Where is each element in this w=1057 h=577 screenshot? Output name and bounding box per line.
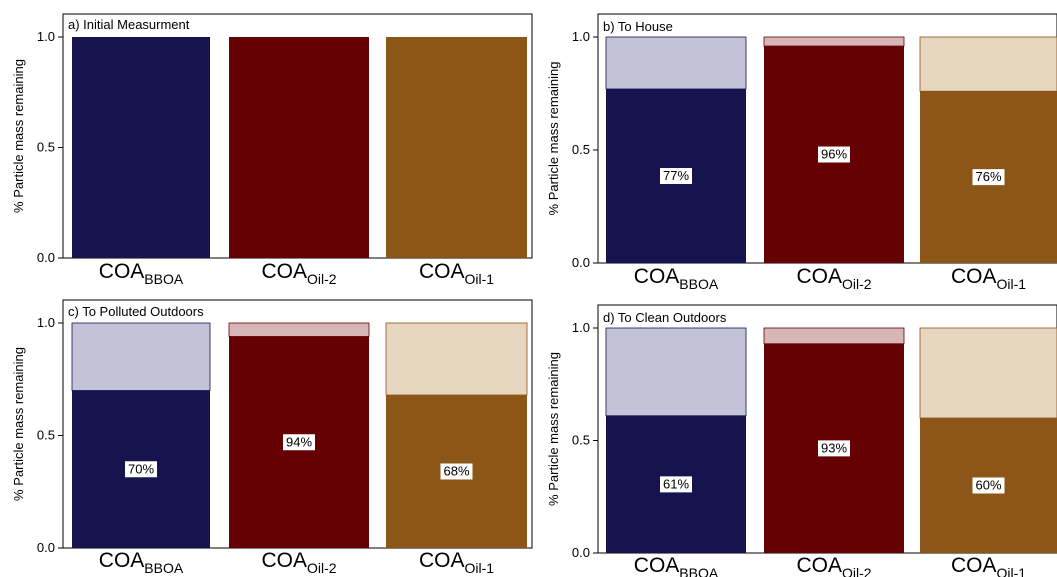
category-sub: Oil-1: [996, 565, 1026, 577]
value-label: 76%: [975, 169, 1001, 184]
y-tick-label: 0.0: [37, 540, 55, 555]
category-label: COABBOA: [99, 260, 184, 287]
y-tick-label: 0.0: [37, 250, 55, 265]
value-label: 77%: [663, 168, 689, 183]
category-main: COA: [261, 260, 307, 283]
panel-title: c) To Polluted Outdoors: [68, 304, 204, 319]
category-sub: BBOA: [144, 271, 184, 287]
category-label: COAOil-2: [796, 265, 871, 292]
value-label: 93%: [821, 440, 847, 455]
bar-lost-3: [385, 322, 528, 396]
value-label-bg: [125, 461, 157, 478]
bar-lost-1: [605, 327, 747, 417]
value-label: 70%: [128, 461, 154, 476]
y-axis-label: % Particle mass remaining: [546, 352, 561, 506]
category-main: COA: [634, 265, 680, 288]
category-main: COA: [634, 554, 680, 577]
category-sub: Oil-1: [996, 276, 1026, 292]
bar-lost-1: [71, 322, 211, 391]
y-tick-label: 1.0: [37, 315, 55, 330]
y-tick-label: 0.5: [37, 428, 55, 443]
category-main: COA: [99, 260, 145, 283]
y-tick-label: 0.0: [572, 545, 590, 560]
bar-remaining-2: [229, 37, 369, 258]
panel-title: a) Initial Measurment: [68, 17, 190, 32]
value-label-bg: [440, 463, 473, 480]
value-label-bg: [818, 146, 850, 163]
category-sub: Oil-1: [464, 271, 494, 287]
category-label: COABBOA: [634, 554, 719, 577]
y-tick-label: 1.0: [572, 320, 590, 335]
category-label: COABBOA: [99, 549, 184, 576]
category-label: COABBOA: [634, 265, 719, 292]
category-sub: BBOA: [144, 560, 184, 576]
value-label-bg: [818, 440, 850, 457]
category-label: COAOil-2: [261, 260, 336, 287]
category-label: COAOil-1: [951, 265, 1026, 292]
y-tick-label: 1.0: [37, 29, 55, 44]
category-label: COAOil-2: [261, 549, 336, 576]
category-sub: BBOA: [679, 276, 719, 292]
y-tick-label: 0.5: [37, 140, 55, 155]
category-label: COAOil-1: [419, 549, 494, 576]
category-sub: Oil-2: [842, 565, 872, 577]
category-main: COA: [419, 549, 465, 572]
bar-lost-1: [605, 36, 747, 90]
panel-title: d) To Clean Outdoors: [603, 310, 727, 325]
category-main: COA: [261, 549, 307, 572]
y-tick-label: 0.5: [572, 142, 590, 157]
bar-lost-2: [763, 36, 905, 47]
value-label: 68%: [443, 464, 469, 479]
value-label-bg: [660, 476, 692, 493]
y-axis-label: % Particle mass remaining: [11, 347, 26, 501]
category-sub: Oil-1: [464, 560, 494, 576]
y-axis-label: % Particle mass remaining: [546, 62, 561, 216]
value-label: 94%: [286, 434, 312, 449]
category-main: COA: [796, 265, 842, 288]
category-main: COA: [951, 265, 997, 288]
y-tick-label: 1.0: [572, 29, 590, 44]
y-tick-label: 0.5: [572, 433, 590, 448]
category-sub: Oil-2: [842, 276, 872, 292]
value-label-bg: [972, 169, 1005, 186]
y-axis-label: % Particle mass remaining: [11, 59, 26, 213]
value-label: 96%: [821, 147, 847, 162]
chart-panel-3: c) To Polluted Outdoors 0.0 0.5 1.0 % Partic…: [11, 299, 533, 576]
chart-panel-2: b) To House 0.0 0.5 1.0 % Particle mass rema…: [546, 13, 1057, 292]
chart-panel-4: d) To Clean Outdoors 0.0 0.5 1.0 % Particle …: [546, 304, 1057, 577]
bar-lost-2: [763, 327, 905, 345]
value-label-bg: [972, 477, 1005, 494]
panel-title: b) To House: [603, 19, 673, 34]
value-label: 60%: [975, 478, 1001, 493]
category-main: COA: [99, 549, 145, 572]
category-label: COAOil-1: [951, 554, 1026, 577]
category-sub: BBOA: [679, 565, 719, 577]
value-label-bg: [660, 167, 692, 184]
value-label: 61%: [663, 476, 689, 491]
category-main: COA: [951, 554, 997, 577]
value-label-bg: [283, 434, 315, 451]
bar-lost-3: [919, 327, 1057, 419]
category-sub: Oil-2: [307, 271, 337, 287]
bar-lost-2: [228, 322, 370, 337]
bar-remaining-3: [386, 37, 527, 258]
category-label: COAOil-1: [419, 260, 494, 287]
category-sub: Oil-2: [307, 560, 337, 576]
y-tick-label: 0.0: [572, 255, 590, 270]
chart-panel-1: a) Initial Measurment 0.0 0.5 1.0 % Particle…: [11, 13, 533, 287]
bar-lost-3: [919, 36, 1057, 92]
category-label: COAOil-2: [796, 554, 871, 577]
category-main: COA: [796, 554, 842, 577]
category-main: COA: [419, 260, 465, 283]
bar-remaining-1: [72, 37, 210, 258]
